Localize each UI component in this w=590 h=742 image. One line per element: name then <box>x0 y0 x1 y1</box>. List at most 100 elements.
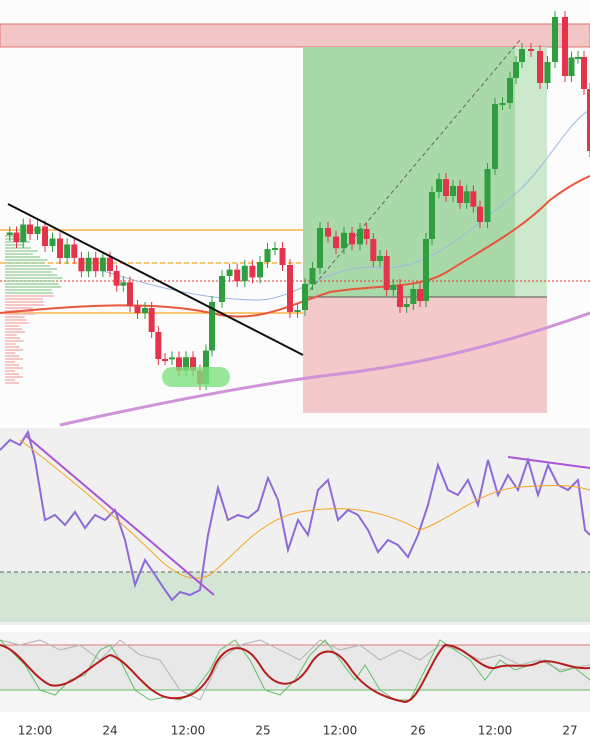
candle-body <box>403 304 410 307</box>
candle-body <box>162 359 168 361</box>
loss-zone <box>303 297 547 413</box>
candle-body <box>477 206 483 222</box>
candle-body <box>325 228 331 237</box>
profile-bar <box>5 307 33 309</box>
time-axis <box>0 712 590 742</box>
profile-bar <box>5 322 29 324</box>
candle-body <box>241 265 248 282</box>
profile-bar <box>5 376 24 378</box>
profile-bar <box>5 355 20 357</box>
profile-bar <box>5 331 26 333</box>
candle-body <box>148 308 155 332</box>
profile-bar <box>5 247 31 249</box>
candle-body <box>377 256 383 261</box>
candle-body <box>279 248 286 265</box>
profile-bar <box>5 250 38 252</box>
candle-body <box>120 282 127 286</box>
time-label: 12:00 <box>18 724 53 738</box>
candle-body <box>443 179 449 196</box>
profile-bar <box>5 364 20 366</box>
candle-body <box>6 232 13 235</box>
candle-body <box>183 357 189 371</box>
profile-bar <box>5 340 24 342</box>
divergence-line <box>24 434 215 596</box>
candle-body <box>317 228 323 268</box>
profile-bar <box>5 259 48 261</box>
candle-body <box>34 226 41 234</box>
resistance-zone <box>0 23 590 48</box>
candle-body <box>357 229 363 245</box>
candle-body <box>64 244 71 258</box>
candle-body <box>499 103 506 105</box>
candle-body <box>528 49 534 51</box>
oversold-zone <box>0 572 590 622</box>
profile-bar <box>5 334 17 336</box>
profile-bar <box>5 295 55 297</box>
candle-body <box>209 302 215 351</box>
candle-body <box>113 271 120 286</box>
candle-body <box>176 357 182 371</box>
profile-bar <box>5 277 63 279</box>
candle-body <box>99 257 106 272</box>
profile-bar <box>5 283 59 285</box>
candle-body <box>341 232 347 249</box>
candle-body <box>57 238 63 258</box>
rsi-line <box>0 429 590 602</box>
profile-bar <box>5 274 58 276</box>
candle-body <box>429 192 435 239</box>
candle-body <box>27 224 33 234</box>
profile-bar <box>5 325 20 327</box>
profile-bar <box>5 361 16 363</box>
candle-body <box>20 224 27 242</box>
time-label: 24 <box>102 724 117 738</box>
candle-body <box>226 269 233 276</box>
profile-bar <box>5 349 24 351</box>
time-label: 12:00 <box>171 724 206 738</box>
profile-bar <box>5 316 25 318</box>
candle-body <box>287 265 293 312</box>
candle-body <box>71 244 78 258</box>
candle-body <box>219 276 225 302</box>
profit-zone-light <box>515 47 547 297</box>
profile-bar <box>5 298 43 300</box>
stoch-k <box>0 639 590 701</box>
candle-body <box>463 191 470 203</box>
profile-bar <box>5 382 20 384</box>
candle-body <box>519 49 525 62</box>
candle-body <box>370 239 377 261</box>
time-label: 12:00 <box>323 724 358 738</box>
candle-body <box>568 57 575 76</box>
candle-body <box>349 232 355 245</box>
candle-body <box>78 257 85 272</box>
profile-bar <box>5 379 16 381</box>
profile-bar <box>5 373 20 375</box>
candle-body <box>142 308 148 313</box>
candle-body <box>13 232 20 242</box>
time-label: 27 <box>562 724 577 738</box>
candle-body <box>450 186 456 196</box>
highlight <box>162 367 230 387</box>
candle-body <box>587 89 590 151</box>
candle-body <box>155 332 162 359</box>
candle-body <box>484 169 491 222</box>
candle-body <box>302 284 308 310</box>
profile-bar <box>5 235 20 237</box>
profile-bar <box>5 337 21 339</box>
profile-bar <box>5 280 55 282</box>
divergence-line <box>507 456 590 469</box>
profile-bar <box>5 286 62 288</box>
candle-body <box>264 249 271 262</box>
candle-body <box>562 17 568 76</box>
profile-bar <box>5 328 23 330</box>
time-label: 25 <box>255 724 270 738</box>
candle-body <box>42 226 48 246</box>
candle-body <box>294 310 301 312</box>
profile-bar <box>5 304 45 306</box>
candle-body <box>397 285 403 307</box>
time-label: 12:00 <box>478 724 513 738</box>
candle-body <box>257 262 263 278</box>
candle-body <box>309 268 316 284</box>
moving-average-long <box>59 311 590 427</box>
candle-body <box>85 257 92 272</box>
